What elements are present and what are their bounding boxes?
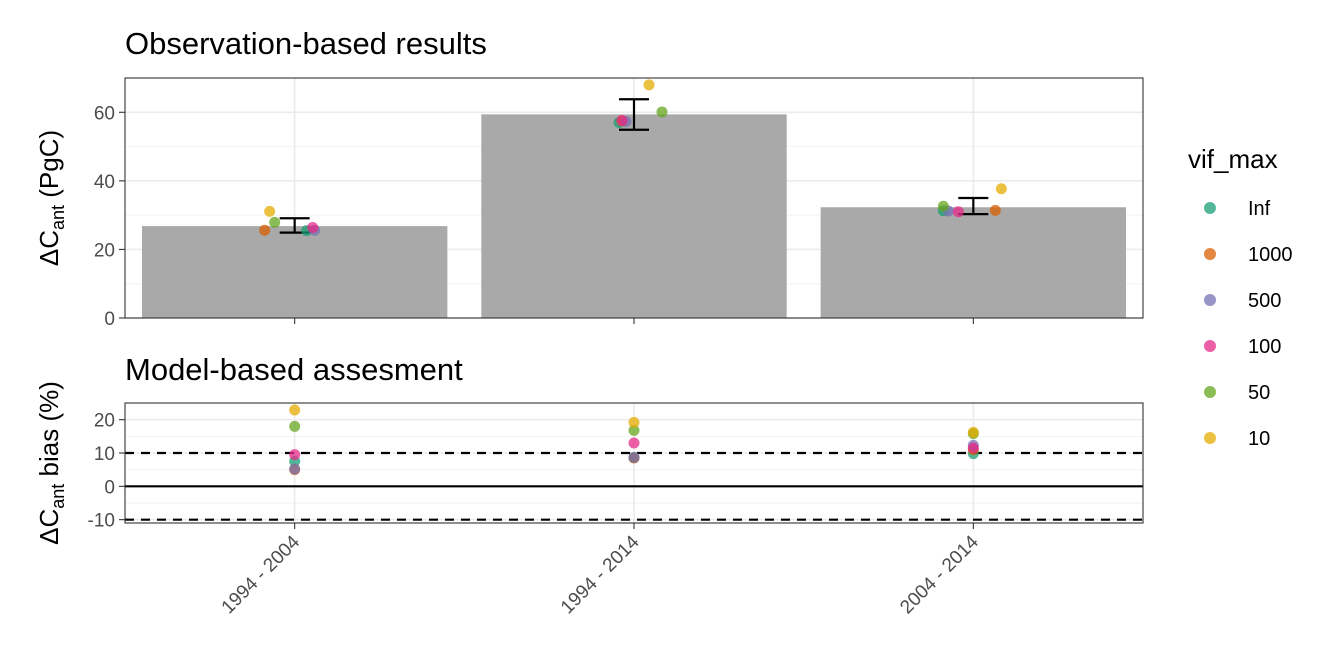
model-y-tick-label: 20 [94,411,115,432]
observation-point [616,115,628,127]
model-point [628,424,640,436]
legend-swatch [1204,294,1216,306]
observation-point [656,106,668,118]
observation-x-ticks [294,318,974,324]
model-point [628,437,640,449]
observation-y-label-delta: Δ [34,249,64,266]
observation-y-tick-label: 40 [94,172,115,193]
model-point [628,416,640,428]
legend-swatch [1204,432,1216,444]
legend-label: 100 [1248,336,1281,358]
model-y-label-base: C [34,509,64,528]
observation-point [269,216,281,228]
legend-swatch [1204,248,1216,260]
observation-error-bars [279,98,989,234]
legend-label: 1000 [1248,244,1293,266]
model-point [628,451,640,463]
legend: vif_max Inf 1000 500 100 50 10 [1188,144,1293,450]
observation-point [995,183,1007,195]
observation-point [937,200,949,212]
observation-y-label-unit: (PgC) [34,130,64,205]
model-point [289,420,301,432]
model-points [289,404,979,476]
observation-y-tick-label: 0 [104,309,115,330]
observation-point [643,79,655,91]
model-point [289,404,301,416]
observation-point [989,204,1001,216]
legend-swatch [1204,386,1216,398]
model-y-axis: -10 0 10 20 [88,411,125,532]
observation-point [264,205,276,217]
observation-panel: Observation-based results 0 20 40 60 ΔCant … [34,26,1144,330]
model-y-axis-label: ΔCant bias (%) [34,381,68,545]
model-y-tick-label: 10 [94,444,115,465]
observation-bar [141,226,448,318]
legend-label: 50 [1248,382,1270,404]
observation-bar [820,207,1127,318]
observation-bars [141,114,1127,318]
model-point [289,463,301,475]
observation-panel-title: Observation-based results [125,26,487,61]
model-point [289,449,301,461]
legend-label: 500 [1248,290,1281,312]
observation-y-tick-label: 60 [94,103,115,124]
model-y-label-subscript: ant [48,484,68,509]
observation-point [259,224,271,236]
observation-point [307,221,319,233]
observation-points [259,79,1007,237]
legend-swatch [1204,340,1216,352]
observation-y-label-base: C [34,230,64,249]
model-y-label-unit: bias (%) [34,381,64,484]
observation-point [952,206,964,218]
observation-y-axis: 0 20 40 60 [94,103,125,330]
legend-label: Inf [1248,198,1271,220]
observation-y-axis-label: ΔCant (PgC) [34,130,68,266]
model-point [967,442,979,454]
model-y-label-delta: Δ [34,528,64,545]
model-y-tick-label: -10 [88,511,115,532]
model-point [967,426,979,438]
legend-label: 10 [1248,428,1270,450]
model-y-tick-label: 0 [104,477,115,498]
legend-swatch [1204,202,1216,214]
observation-bar [481,114,787,318]
observation-y-label-subscript: ant [48,205,68,230]
observation-y-tick-label: 20 [94,240,115,261]
model-panel-title: Model-based assesment [125,352,463,387]
legend-items: Inf 1000 500 100 50 10 [1204,198,1293,450]
legend-title: vif_max [1188,144,1278,174]
